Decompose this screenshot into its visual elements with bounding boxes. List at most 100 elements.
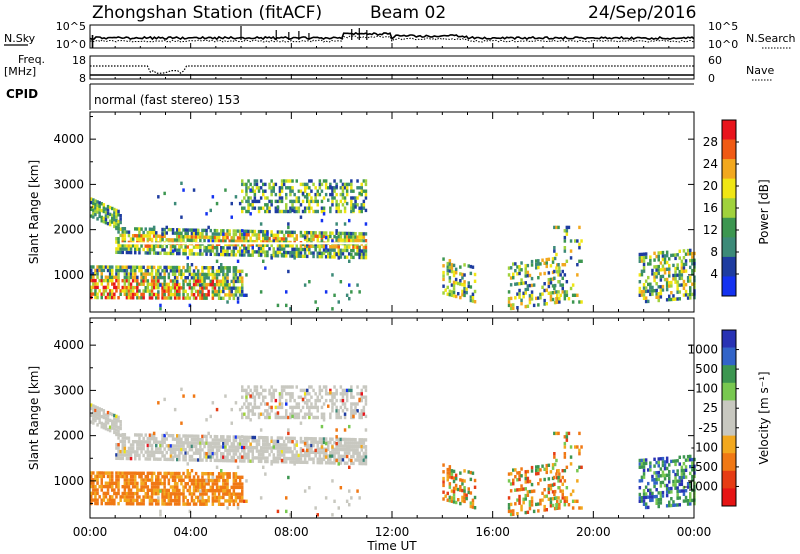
velocity-cell: [450, 469, 454, 473]
power-cell: [537, 303, 540, 307]
power-cell: [293, 247, 296, 251]
power-cell: [138, 296, 141, 300]
velocity-cell: [324, 452, 328, 456]
velocity-cell: [167, 447, 171, 451]
velocity-cell: [291, 392, 294, 396]
velocity-cell: [182, 488, 185, 493]
power-cell: [272, 233, 275, 237]
velocity-cell: [448, 471, 452, 476]
power-cell: [282, 254, 286, 258]
power-cell: [559, 273, 562, 277]
velocity-cell: [222, 472, 225, 476]
velocity-cell: [186, 451, 189, 455]
velocity-cell: [678, 479, 681, 483]
power-cell: [163, 265, 166, 270]
velocity-cell: [100, 425, 103, 429]
power-cell: [360, 189, 363, 193]
velocity-cell: [194, 448, 198, 452]
velocity-cell: [341, 398, 345, 403]
velocity-cell: [209, 489, 212, 493]
velocity-cell: [352, 395, 355, 399]
velocity-cell: [207, 445, 210, 449]
power-cell: [670, 253, 673, 258]
power-cell: [337, 256, 340, 260]
power-cell: [312, 209, 315, 214]
power-cell: [226, 286, 229, 290]
power-cell: [199, 283, 202, 287]
power-cell: [306, 244, 309, 248]
power-cell: [450, 293, 454, 297]
colorbar-tick-label: 1000: [687, 343, 718, 357]
power-cell: [178, 228, 181, 232]
power-cell: [362, 206, 366, 210]
power-cell: [539, 296, 542, 300]
power-cell: [92, 208, 95, 212]
velocity-cell: [146, 471, 150, 475]
velocity-cell: [327, 440, 330, 445]
velocity-cell: [308, 486, 311, 490]
velocity-cell: [259, 496, 263, 500]
velocity-cell: [360, 395, 363, 399]
power-cell: [316, 244, 319, 249]
power-cell: [264, 250, 267, 254]
power-cell: [335, 209, 338, 214]
power-cell: [142, 279, 145, 283]
power-cell: [563, 235, 567, 240]
power-cell: [241, 253, 244, 257]
power-cell: [450, 283, 454, 287]
power-cell: [303, 206, 307, 210]
power-cell: [362, 252, 366, 256]
velocity-cell: [127, 498, 131, 503]
power-cell: [320, 231, 324, 235]
velocity-cell: [117, 471, 120, 475]
velocity-cell: [306, 412, 309, 416]
velocity-cell: [335, 388, 338, 393]
power-cell: [241, 239, 244, 244]
power-cell: [165, 231, 168, 235]
power-cell: [672, 253, 675, 257]
power-cell: [136, 279, 139, 283]
velocity-cell: [264, 449, 267, 453]
velocity-cell: [117, 419, 120, 423]
power-cell: [182, 296, 185, 300]
velocity-cell: [165, 431, 168, 436]
velocity-cell: [471, 505, 475, 509]
velocity-cell: [100, 421, 103, 426]
velocity-cell: [314, 415, 317, 420]
power-cell: [578, 300, 581, 304]
velocity-cell: [117, 485, 120, 489]
velocity-cell: [341, 402, 345, 406]
velocity-cell: [140, 446, 143, 451]
power-cell: [689, 289, 692, 293]
velocity-cell: [142, 436, 145, 441]
power-cell: [213, 239, 217, 243]
power-cell: [222, 279, 225, 283]
velocity-cell: [310, 447, 313, 451]
power-cell: [663, 267, 667, 272]
velocity-cell: [142, 453, 145, 458]
power-cell: [335, 185, 338, 189]
velocity-cell: [167, 444, 171, 448]
power-cell: [333, 186, 336, 190]
velocity-cell: [348, 458, 351, 462]
velocity-cell: [148, 433, 152, 437]
power-cell: [161, 282, 164, 287]
power-cell: [119, 233, 122, 238]
power-cell: [94, 212, 97, 217]
power-cell: [339, 248, 343, 252]
velocity-cell: [222, 458, 225, 463]
velocity-cell: [289, 446, 292, 451]
power-cell: [207, 242, 210, 247]
velocity-cell: [188, 444, 192, 448]
power-cell: [226, 283, 229, 287]
power-cell: [176, 251, 179, 256]
velocity-cell: [350, 454, 353, 459]
velocity-cell: [152, 440, 156, 444]
velocity-cell: [211, 492, 215, 496]
velocity-cell: [341, 437, 345, 442]
power-cell: [115, 285, 118, 290]
power-cell: [324, 186, 328, 190]
velocity-cell: [329, 454, 332, 458]
power-cell: [354, 199, 357, 204]
power-cell: [236, 259, 240, 263]
